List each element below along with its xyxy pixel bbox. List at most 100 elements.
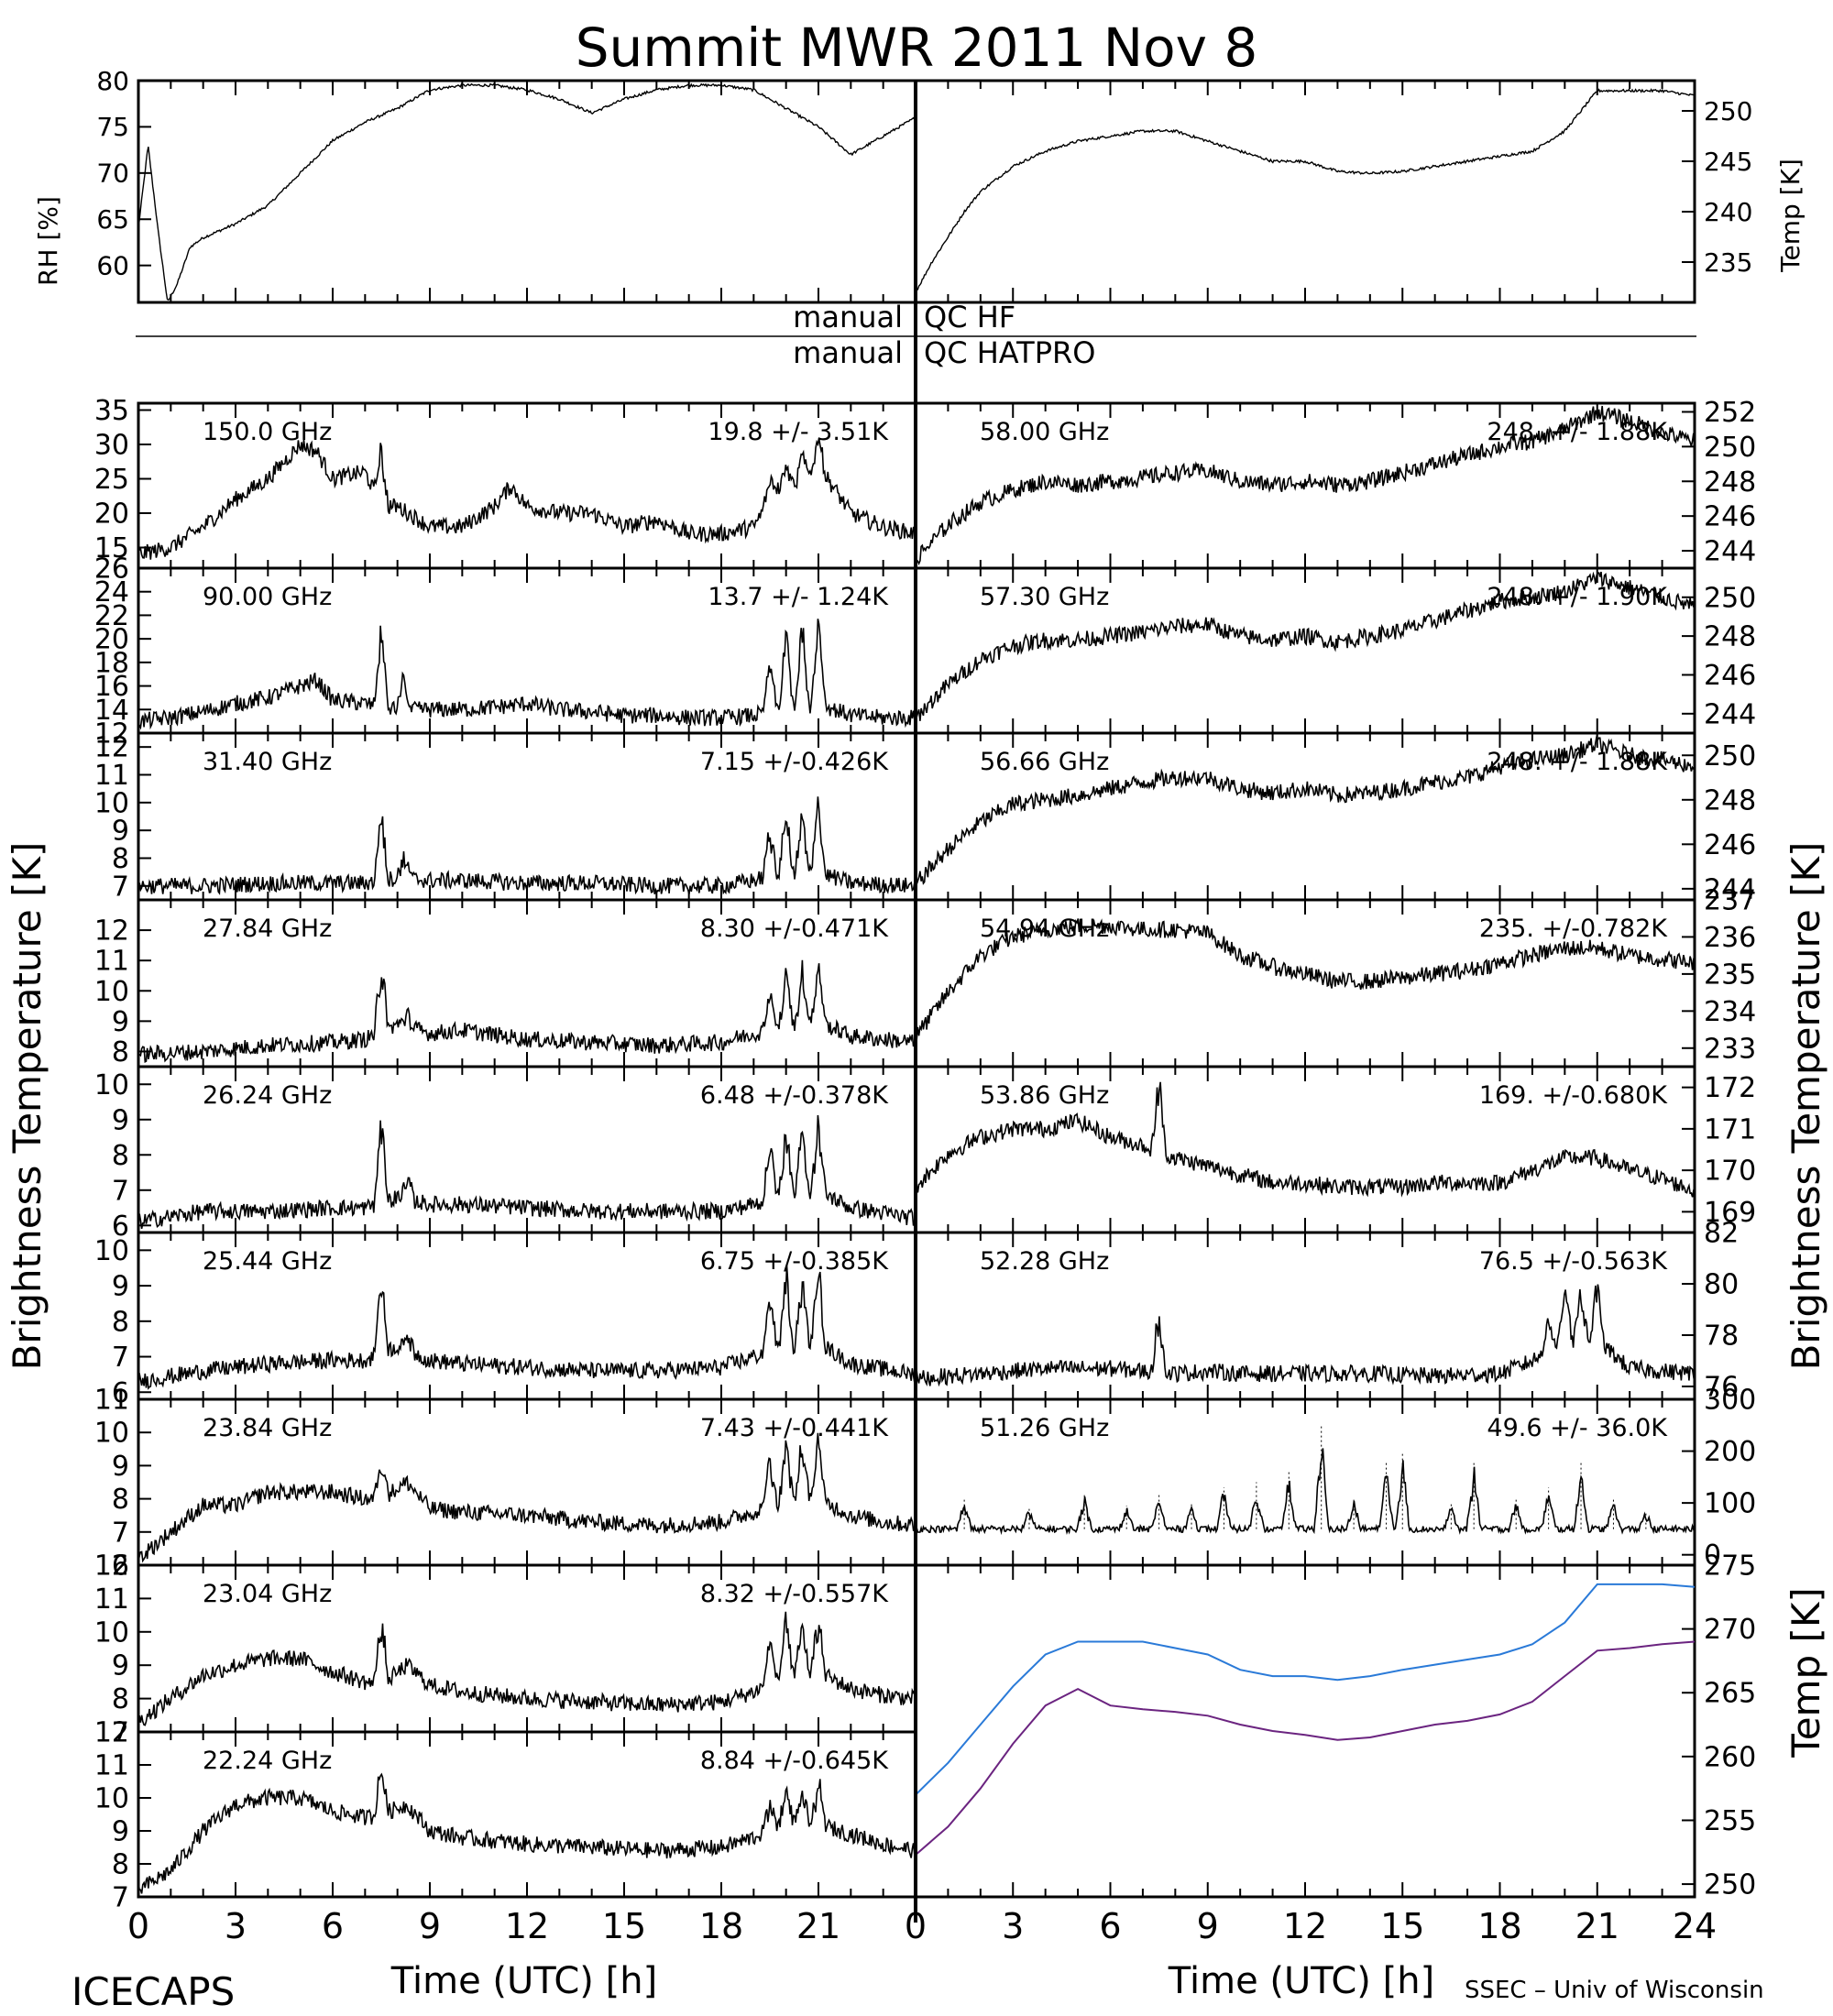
bb-temp-axis-label: Temp [K]: [1784, 1587, 1828, 1759]
panel-ch56: [915, 734, 1696, 885]
ytick-label: 0: [1704, 1539, 1721, 1572]
freq-label-ch52: 52.28 GHz: [980, 1247, 1109, 1276]
xtick-label: 9: [419, 1906, 441, 1946]
ytick-label: 22: [94, 600, 129, 632]
rh-axis-label: RH [%]: [33, 196, 63, 286]
ytick-label: 26: [94, 553, 129, 586]
stat-label-ch23_04: 8.32 +/-0.557K: [700, 1580, 889, 1608]
ytick-label: 250: [1704, 432, 1756, 464]
label-layer: 150.0 GHz 19.8 +/- 3.51K 90.00 GHz 13.7 +/-…: [203, 418, 1668, 1775]
ytick-label: 7: [112, 1175, 129, 1207]
ytick-label: 100: [1704, 1488, 1756, 1520]
ytick-label: 7: [112, 1882, 129, 1914]
trace-ch53: [915, 1081, 1696, 1198]
ytick-label: 20: [94, 624, 129, 656]
freq-label-ch27: 27.84 GHz: [203, 915, 332, 943]
ytick-label: 265: [1704, 1678, 1756, 1710]
temp-axis-label: Temp [K]: [1775, 159, 1806, 273]
xtick-label: 3: [225, 1906, 247, 1946]
ytick-label: 65: [96, 204, 129, 235]
panel-rh: [137, 82, 916, 301]
freq-label-ch23_04: 23.04 GHz: [203, 1580, 332, 1608]
panel-frame-blackbody: [914, 1563, 1696, 1899]
ytick-label: 250: [1704, 96, 1752, 126]
ytick-label: 236: [1704, 922, 1756, 954]
stat-label-ch25: 6.75 +/-0.385K: [700, 1247, 889, 1276]
xtick-label: 21: [1575, 1906, 1619, 1946]
ytick-label: 10: [94, 1418, 129, 1450]
stat-label-ch26: 6.48 +/-0.378K: [700, 1081, 889, 1110]
ytick-label: 235: [1704, 959, 1756, 991]
xtick-label: 0: [127, 1906, 149, 1946]
ytick-label: 10: [94, 1616, 129, 1649]
ytick-label: 70: [96, 159, 129, 189]
ytick-label: 10: [94, 787, 129, 819]
trace-ch22: [137, 1772, 916, 1894]
ytick-label: 235: [1704, 247, 1752, 278]
xtick-label: 24: [1673, 1906, 1717, 1946]
xtick-label: 6: [1099, 1906, 1121, 1946]
xtick-label: 12: [1283, 1906, 1327, 1946]
panel-ch150: [137, 437, 916, 560]
ytick-label: 248: [1704, 784, 1756, 816]
panel-ch52: [915, 1284, 1696, 1387]
xtick-label: 15: [1380, 1906, 1424, 1946]
ytick-label: 82: [1704, 1218, 1739, 1250]
trace-ch31: [137, 796, 916, 895]
series-line-0: [915, 1583, 1696, 1796]
freq-label-ch90: 90.00 GHz: [203, 583, 332, 611]
trace-ch25: [137, 1265, 916, 1390]
panel-ch23_04: [137, 1611, 916, 1726]
stat-label-ch58: 248. +/- 1.88K: [1487, 418, 1668, 446]
freq-label-ch56: 56.66 GHz: [980, 748, 1109, 776]
ytick-label: 300: [1704, 1385, 1756, 1417]
ytick-label: 6: [112, 1377, 129, 1409]
ytick-label: 171: [1704, 1113, 1756, 1145]
panel-ch23_84: [137, 1432, 916, 1563]
xtick-label: 6: [322, 1906, 344, 1946]
ytick-label: 76: [1704, 1372, 1739, 1404]
ytick-label: 7: [112, 1517, 129, 1549]
panel-ch22: [137, 1772, 916, 1894]
ytick-label: 24: [94, 576, 129, 608]
ytick-label: 234: [1704, 996, 1756, 1028]
ytick-label: 11: [94, 946, 129, 978]
trace-ch90: [137, 619, 916, 730]
stat-label-ch57: 248. +/- 1.90K: [1487, 583, 1668, 611]
ytick-label: 237: [1704, 885, 1756, 917]
footer-icecaps: ICECAPS: [71, 1969, 235, 2014]
freq-label-ch57: 57.30 GHz: [980, 583, 1109, 611]
ytick-label: 244: [1704, 536, 1756, 568]
xtick-label: 9: [1197, 1906, 1219, 1946]
panel-ch27: [137, 959, 916, 1063]
ytick-label: 12: [94, 915, 129, 948]
freq-label-ch150: 150.0 GHz: [203, 418, 332, 446]
plot-layer: [137, 82, 1696, 1894]
ytick-label: 78: [1704, 1320, 1739, 1353]
panel-blackbody: [915, 1583, 1696, 1856]
trace-ch58: [915, 405, 1696, 565]
series-line-1: [915, 1640, 1696, 1856]
ytick-label: 12: [94, 732, 129, 764]
ytick-label: 18: [94, 647, 129, 679]
ytick-label: 250: [1704, 740, 1756, 772]
trace-air_temp: [915, 88, 1696, 293]
qc-hf-manual: manual: [793, 300, 903, 334]
ytick-label: 9: [112, 816, 129, 848]
ytick-label: 80: [96, 66, 129, 96]
ytick-label: 35: [94, 395, 129, 427]
ytick-label: 10: [94, 1235, 129, 1267]
freq-label-ch58: 58.00 GHz: [980, 418, 1109, 446]
stat-label-ch22: 8.84 +/-0.645K: [700, 1747, 889, 1775]
ytick-label: 11: [94, 760, 129, 792]
ytick-label: 248: [1704, 466, 1756, 499]
ytick-label: 8: [112, 1140, 129, 1172]
stat-label-ch150: 19.8 +/- 3.51K: [708, 418, 889, 446]
ytick-label: 8: [112, 1036, 129, 1068]
panel-frame-rh: [137, 79, 917, 304]
ytick-label: 172: [1704, 1072, 1756, 1104]
ytick-label: 250: [1704, 582, 1756, 614]
ytick-label: 248: [1704, 621, 1756, 653]
ytick-label: 7: [112, 871, 129, 903]
